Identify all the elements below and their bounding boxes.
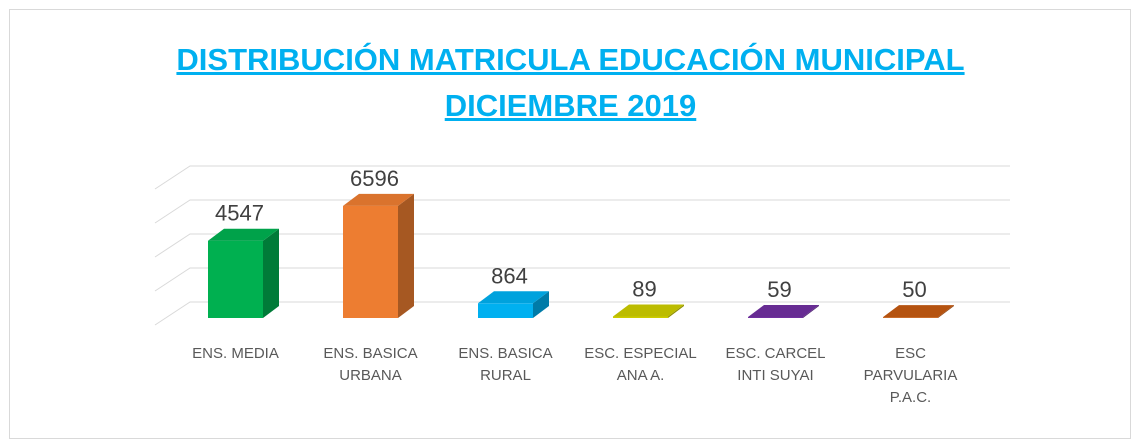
bar-front (208, 240, 263, 318)
bar-side (938, 305, 954, 318)
bar-side (398, 193, 414, 318)
bar-top (748, 304, 819, 317)
data-label: 864 (491, 263, 528, 288)
x-tick-label: ENS. BASICA RURAL (458, 345, 553, 384)
bar-top (343, 193, 414, 206)
bar-front (883, 317, 938, 318)
bar-front (343, 205, 398, 318)
x-tick-label: ESC. ESPECIAL ANA A. (584, 345, 697, 384)
x-tick-label: ESC PARVULARIA P.A.C. (863, 345, 958, 406)
bar-top (883, 305, 954, 318)
data-label: 89 (632, 276, 656, 301)
bar-front (478, 303, 533, 318)
grid-line (154, 165, 1010, 190)
grid-line (154, 301, 1010, 326)
x-tick-label: ENS. MEDIA (192, 345, 279, 362)
bar-top (613, 304, 684, 317)
data-label: 4547 (215, 201, 264, 226)
bar-side (803, 304, 819, 318)
bar-top (208, 228, 279, 241)
data-label: 6596 (350, 166, 399, 191)
bar-front (613, 316, 668, 318)
chart-subtitle: DICIEMBRE 2019 (444, 88, 697, 123)
chart-title: DISTRIBUCIÓN MATRICULA EDUCACIÓN MUNICIP… (176, 42, 965, 77)
x-tick-label: ESC. CARCEL INTI SUYAI (725, 345, 826, 384)
bar-side (263, 228, 279, 318)
bar-side (533, 291, 549, 318)
data-label: 50 (902, 277, 926, 302)
x-tick-label: ENS. BASICA URBANA (323, 345, 418, 384)
grid-line (154, 233, 1010, 258)
bar-top (478, 291, 549, 304)
grid-line (154, 199, 1010, 224)
bar-front (748, 316, 803, 318)
bar-side (668, 304, 684, 318)
data-label: 59 (767, 277, 791, 302)
grid-line (154, 267, 1010, 292)
